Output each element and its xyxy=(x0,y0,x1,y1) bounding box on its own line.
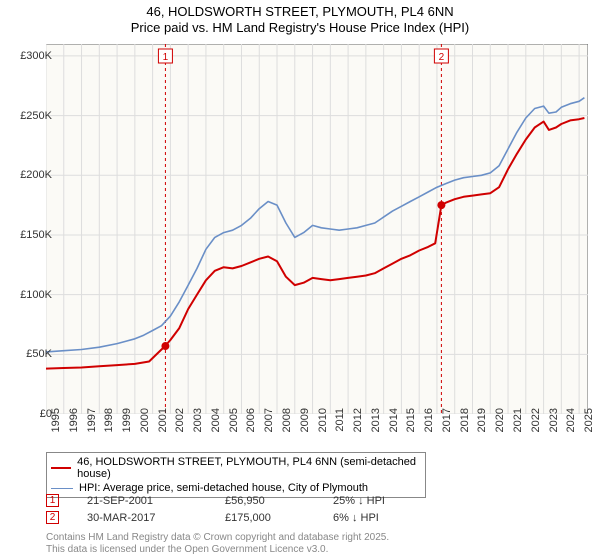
legend-item: 46, HOLDSWORTH STREET, PLYMOUTH, PL4 6NN… xyxy=(51,455,421,481)
x-tick-label: 2003 xyxy=(192,408,204,448)
y-tick-label: £150K xyxy=(8,229,52,241)
x-tick-label: 2002 xyxy=(174,408,186,448)
y-tick-label: £50K xyxy=(8,348,52,360)
sales-row: 2 30-MAR-2017 £175,000 6% ↓ HPI xyxy=(46,509,453,526)
x-tick-label: 2017 xyxy=(441,408,453,448)
x-tick-label: 1997 xyxy=(86,408,98,448)
sale-price: £56,950 xyxy=(225,495,305,507)
title-line-1: 46, HOLDSWORTH STREET, PLYMOUTH, PL4 6NN xyxy=(0,4,600,20)
x-tick-label: 2010 xyxy=(317,408,329,448)
x-tick-label: 1996 xyxy=(68,408,80,448)
sale-date: 21-SEP-2001 xyxy=(87,495,197,507)
x-tick-label: 2006 xyxy=(245,408,257,448)
svg-text:2: 2 xyxy=(439,52,445,63)
x-tick-label: 2022 xyxy=(530,408,542,448)
x-tick-label: 2023 xyxy=(548,408,560,448)
footer-line-1: Contains HM Land Registry data © Crown c… xyxy=(46,532,389,544)
x-tick-label: 2015 xyxy=(405,408,417,448)
x-tick-label: 1998 xyxy=(103,408,115,448)
y-tick-label: £100K xyxy=(8,289,52,301)
y-tick-label: £200K xyxy=(8,169,52,181)
price-chart: 12 xyxy=(46,44,588,414)
y-tick-label: £250K xyxy=(8,110,52,122)
title-line-2: Price paid vs. HM Land Registry's House … xyxy=(0,20,600,36)
sale-diff: 25% ↓ HPI xyxy=(333,495,453,507)
sale-marker: 1 xyxy=(46,494,59,507)
y-tick-label: £300K xyxy=(8,50,52,62)
x-tick-label: 1999 xyxy=(121,408,133,448)
x-tick-label: 2005 xyxy=(228,408,240,448)
x-tick-label: 2025 xyxy=(583,408,595,448)
x-tick-label: 2008 xyxy=(281,408,293,448)
x-tick-label: 2018 xyxy=(459,408,471,448)
footer: Contains HM Land Registry data © Crown c… xyxy=(46,532,389,556)
x-tick-label: 2004 xyxy=(210,408,222,448)
sale-price: £175,000 xyxy=(225,512,305,524)
sale-marker: 2 xyxy=(46,511,59,524)
x-tick-label: 2007 xyxy=(263,408,275,448)
x-tick-label: 2020 xyxy=(494,408,506,448)
legend-swatch xyxy=(51,488,73,489)
x-tick-label: 2016 xyxy=(423,408,435,448)
x-tick-label: 1995 xyxy=(50,408,62,448)
legend-swatch xyxy=(51,467,71,469)
x-tick-label: 2013 xyxy=(370,408,382,448)
x-tick-label: 2021 xyxy=(512,408,524,448)
x-tick-label: 2009 xyxy=(299,408,311,448)
y-tick-label: £0 xyxy=(8,408,52,420)
sale-date: 30-MAR-2017 xyxy=(87,512,197,524)
sales-table: 1 21-SEP-2001 £56,950 25% ↓ HPI 2 30-MAR-2017… xyxy=(46,492,453,526)
x-tick-label: 2000 xyxy=(139,408,151,448)
x-tick-label: 2014 xyxy=(388,408,400,448)
sale-diff: 6% ↓ HPI xyxy=(333,512,453,524)
legend-label: 46, HOLDSWORTH STREET, PLYMOUTH, PL4 6NN… xyxy=(77,456,421,480)
x-tick-label: 2019 xyxy=(476,408,488,448)
x-tick-label: 2024 xyxy=(565,408,577,448)
footer-line-2: This data is licensed under the Open Gov… xyxy=(46,544,389,556)
sales-row: 1 21-SEP-2001 £56,950 25% ↓ HPI xyxy=(46,492,453,509)
svg-text:1: 1 xyxy=(163,52,169,63)
x-tick-label: 2011 xyxy=(334,408,346,448)
x-tick-label: 2012 xyxy=(352,408,364,448)
x-tick-label: 2001 xyxy=(157,408,169,448)
